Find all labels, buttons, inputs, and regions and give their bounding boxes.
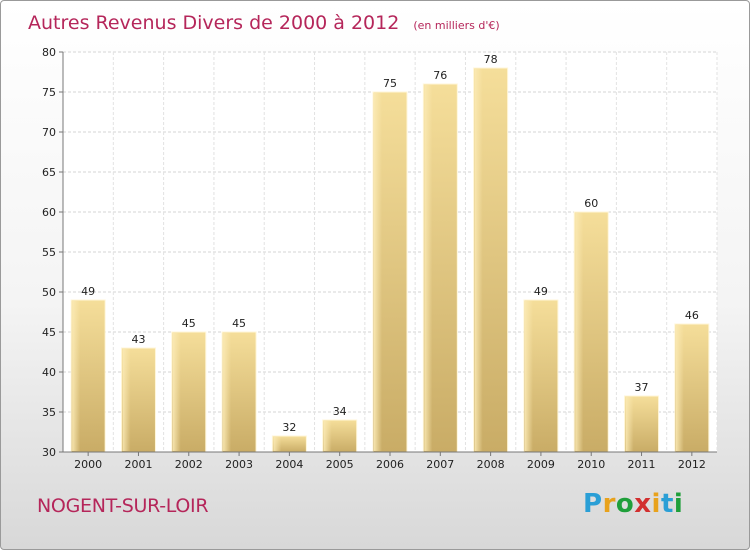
commune-name: NOGENT-SUR-LOIR (37, 495, 209, 517)
data-label-2008: 78 (484, 53, 498, 66)
bar-highlight-2004 (273, 437, 282, 451)
y-tick-label-55: 55 (42, 246, 56, 259)
bar-highlight-2011 (625, 397, 634, 451)
data-label-2002: 45 (182, 317, 196, 330)
x-tick-label-2007: 2007 (426, 458, 454, 471)
x-tick-label-2012: 2012 (678, 458, 706, 471)
chart-subtitle: (en milliers d'€) (413, 19, 499, 32)
y-tick-label-70: 70 (42, 126, 56, 139)
data-label-2010: 60 (584, 197, 598, 210)
x-tick-label-2006: 2006 (376, 458, 404, 471)
bars (70, 67, 710, 453)
logo-letter: x (634, 489, 652, 519)
x-tick-label-2001: 2001 (124, 458, 152, 471)
bar-highlight-2007 (424, 85, 433, 451)
bar-highlight-2003 (223, 333, 232, 451)
bar-highlight-2012 (675, 325, 684, 451)
axes (59, 51, 717, 456)
x-tick-label-2000: 2000 (74, 458, 102, 471)
y-tick-label-65: 65 (42, 166, 56, 179)
x-tick-label-2011: 2011 (628, 458, 656, 471)
bar-highlight-2006 (374, 93, 382, 451)
bar-highlight-2002 (172, 333, 181, 451)
x-tick-label-2008: 2008 (477, 458, 505, 471)
bar-highlight-2010 (575, 213, 584, 451)
data-label-2004: 32 (282, 421, 296, 434)
y-tick-label-60: 60 (42, 206, 56, 219)
data-label-2005: 34 (333, 405, 347, 418)
data-label-2006: 75 (383, 77, 397, 90)
bar-highlight-2001 (122, 349, 131, 451)
y-tick-label-35: 35 (42, 406, 56, 419)
logo-letter: i (673, 489, 684, 519)
proxiti-logo: Proxiti (583, 489, 683, 519)
y-tick-label-80: 80 (42, 46, 56, 59)
data-label-2001: 43 (131, 333, 145, 346)
data-label-2009: 49 (534, 285, 548, 298)
data-label-2007: 76 (433, 69, 447, 82)
data-label-2012: 46 (685, 309, 699, 322)
chart-title-main: Autres Revenus Divers de 2000 à 2012 (28, 12, 399, 34)
bar-highlight-2009 (524, 301, 533, 451)
data-label-2000: 49 (81, 285, 95, 298)
data-label-2011: 37 (635, 381, 649, 394)
bar-highlight-2000 (72, 301, 81, 451)
logo-letter: i (651, 489, 661, 519)
x-tick-label-2003: 2003 (225, 458, 253, 471)
bar-highlight-2008 (474, 69, 483, 451)
labels: 30 35 40 45 50 55 60 65 70 75 80 49 2000 43 2001 45 2002… (42, 46, 706, 471)
y-tick-label-45: 45 (42, 326, 56, 339)
logo-letter: r (602, 489, 616, 519)
logo-letter: P (583, 489, 603, 519)
y-tick-label-75: 75 (42, 86, 56, 99)
chart-title: Autres Revenus Divers de 2000 à 2012 (en… (28, 12, 500, 34)
y-tick-label-30: 30 (42, 446, 56, 459)
y-tick-label-50: 50 (42, 286, 56, 299)
x-tick-label-2002: 2002 (175, 458, 203, 471)
bar-highlight-2005 (323, 421, 332, 451)
x-tick-label-2005: 2005 (326, 458, 354, 471)
x-tick-label-2009: 2009 (527, 458, 555, 471)
y-tick-label-40: 40 (42, 366, 56, 379)
data-label-2003: 45 (232, 317, 246, 330)
logo-letter: t (660, 489, 674, 519)
x-tick-label-2004: 2004 (275, 458, 303, 471)
x-tick-label-2010: 2010 (577, 458, 605, 471)
logo-letter: o (615, 489, 635, 519)
